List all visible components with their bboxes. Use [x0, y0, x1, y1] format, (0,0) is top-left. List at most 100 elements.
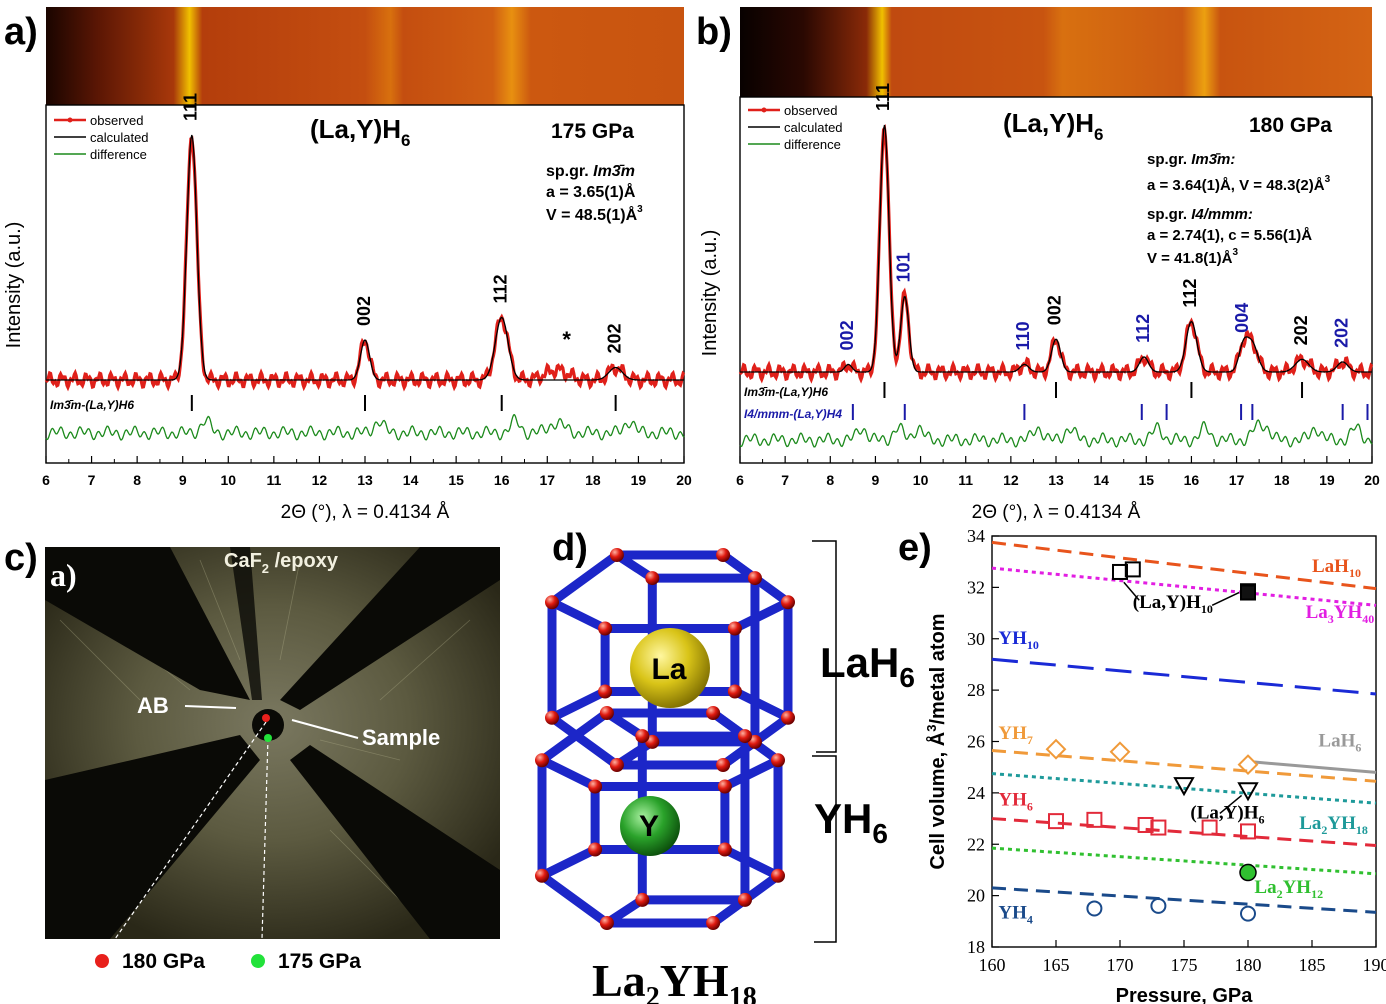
- point-group-label: (La,Y)H6: [1190, 803, 1264, 827]
- x-tick-label: 190: [1363, 955, 1386, 975]
- x-tick-label: 17: [1229, 472, 1245, 488]
- hydrogen-atom: [706, 916, 721, 930]
- label-text: LaH: [1312, 556, 1349, 577]
- hydrogen-atom: [781, 595, 795, 610]
- data-point: [1109, 741, 1131, 763]
- legend-difference: difference: [784, 137, 841, 152]
- h-h-bond: [547, 550, 622, 607]
- hydrogen-atom: [716, 758, 731, 772]
- x-tick-label: 6: [42, 472, 50, 488]
- reference-line: [1254, 760, 1377, 774]
- data-point: [1048, 813, 1064, 830]
- hydrogen-atom: [635, 892, 650, 907]
- data-point: [1124, 561, 1141, 578]
- legend-difference: difference: [90, 147, 147, 162]
- label-text: YH: [1283, 877, 1312, 898]
- y-tick-label: 28: [967, 680, 985, 700]
- hydrogen-atom: [717, 779, 732, 794]
- annotation-a-volume: V = 48.5(1)Å3: [546, 204, 643, 224]
- hydrogen-atom: [599, 706, 614, 720]
- label-text: La: [1306, 602, 1329, 623]
- data-point: [1239, 863, 1257, 882]
- label-text: La: [1299, 813, 1322, 834]
- y-tick-label: 20: [967, 886, 985, 906]
- line-label: La2YH12: [1254, 877, 1323, 901]
- label-subscript: 2: [1277, 887, 1283, 901]
- difference-line: [739, 419, 1373, 448]
- x-tick-label: 9: [872, 472, 880, 488]
- diffraction-image-b: [740, 7, 1372, 97]
- x-tick-label: 165: [1043, 955, 1070, 975]
- data-point: [1201, 819, 1218, 836]
- legend-text-180: 180 GPa: [122, 950, 205, 973]
- h-h-bond: [537, 845, 600, 881]
- peak-label: 111: [873, 83, 893, 111]
- panel-label-b: b): [696, 11, 732, 53]
- yttrium-atom: [620, 796, 680, 856]
- data-point: [1150, 897, 1167, 914]
- sample-pointer: [291, 719, 359, 739]
- label-subscript: 18: [1356, 823, 1368, 837]
- xrd-panel-b: 002 111 101 110 002 112 112 004 202 202 Im3̄m-(La,…: [699, 7, 1380, 488]
- hydrogen-atom: [771, 753, 785, 768]
- phase-name: I4/mmm-(La,Y)H4: [744, 407, 842, 421]
- line-label: YH4: [998, 903, 1033, 927]
- epoxy-label: CaF2 /epoxy: [224, 550, 339, 576]
- y-axis-label: Cell volume, Å3/metal atom: [924, 613, 949, 869]
- label-text: YH: [998, 628, 1027, 649]
- data-point: [1173, 777, 1195, 797]
- italic: I4/mmm:: [1191, 206, 1253, 223]
- h-h-bond: [720, 845, 783, 881]
- superscript: 3: [1232, 247, 1238, 258]
- x-tick-label: 16: [1184, 472, 1200, 488]
- x-tick-label: 6: [736, 472, 744, 488]
- sample-label: Sample: [362, 725, 440, 750]
- hydrogen-atom: [645, 571, 660, 586]
- dac-photo-panel: a) CaF2 /epoxy AB Sample 180 GPa 175 GPa: [45, 547, 500, 973]
- x-tick-label: 13: [1048, 472, 1064, 488]
- line-label: YH7: [998, 723, 1033, 747]
- point-group-label: (La,Y)H10: [1133, 592, 1213, 616]
- superscript: 3: [637, 204, 643, 215]
- line-label: YH10: [998, 628, 1039, 652]
- annotation-a-lattice: a = 3.65(1)Å: [546, 182, 636, 201]
- h-h-bond: [720, 755, 783, 791]
- annotation-b-lattice1: a = 3.64(1)Å, V = 48.3(2)Å3: [1147, 174, 1331, 194]
- annotation-b-volume2: V = 41.8(1)Å3: [1147, 247, 1238, 267]
- h-h-bond: [547, 687, 610, 723]
- line-label: LaH10: [1312, 556, 1361, 580]
- sample-spot: [252, 709, 284, 741]
- data-point: [1237, 754, 1259, 776]
- atom-y-label: Y: [639, 810, 659, 843]
- ab-label: AB: [137, 693, 169, 718]
- hydrogen-atom: [727, 684, 742, 699]
- label-subscript: 10: [1349, 566, 1361, 580]
- line-label: YH6: [998, 790, 1033, 814]
- atom-la-label: La: [651, 653, 686, 686]
- label-text: YH: [998, 790, 1027, 811]
- annotation-b-spgr1: sp.gr. Im3̄m:: [1147, 151, 1235, 168]
- h-h-bond: [602, 895, 647, 928]
- panel-label-c: c): [4, 537, 38, 579]
- calculated-line: [740, 124, 1372, 373]
- h-h-bond: [547, 597, 610, 633]
- impurity-star: *: [562, 327, 571, 352]
- label-text: LaH: [1318, 731, 1355, 752]
- shared-x-axis-label-a: 2Θ (°), λ = 0.4134 Å: [281, 502, 450, 523]
- x-tick-label: 10: [220, 472, 236, 488]
- hydrogen-atom: [727, 621, 742, 636]
- x-tick-label: 18: [1274, 472, 1290, 488]
- h-h-bond: [612, 550, 657, 583]
- x-tick-label: 8: [826, 472, 834, 488]
- phase-name: Im3̄m-(La,Y)H6: [50, 398, 134, 412]
- photo-inset-label: a): [50, 557, 77, 593]
- diffraction-image-a: [46, 7, 684, 105]
- x-tick-label: 15: [448, 472, 464, 488]
- point-175gpa: [264, 734, 272, 742]
- hydrogen-atom: [717, 842, 732, 857]
- probe-line-2: [261, 737, 269, 940]
- panel-label-e: e): [898, 527, 932, 569]
- label-subscript: 10: [1201, 602, 1213, 616]
- hydrogen-atom: [598, 684, 613, 699]
- hydrogen-atom: [716, 548, 731, 562]
